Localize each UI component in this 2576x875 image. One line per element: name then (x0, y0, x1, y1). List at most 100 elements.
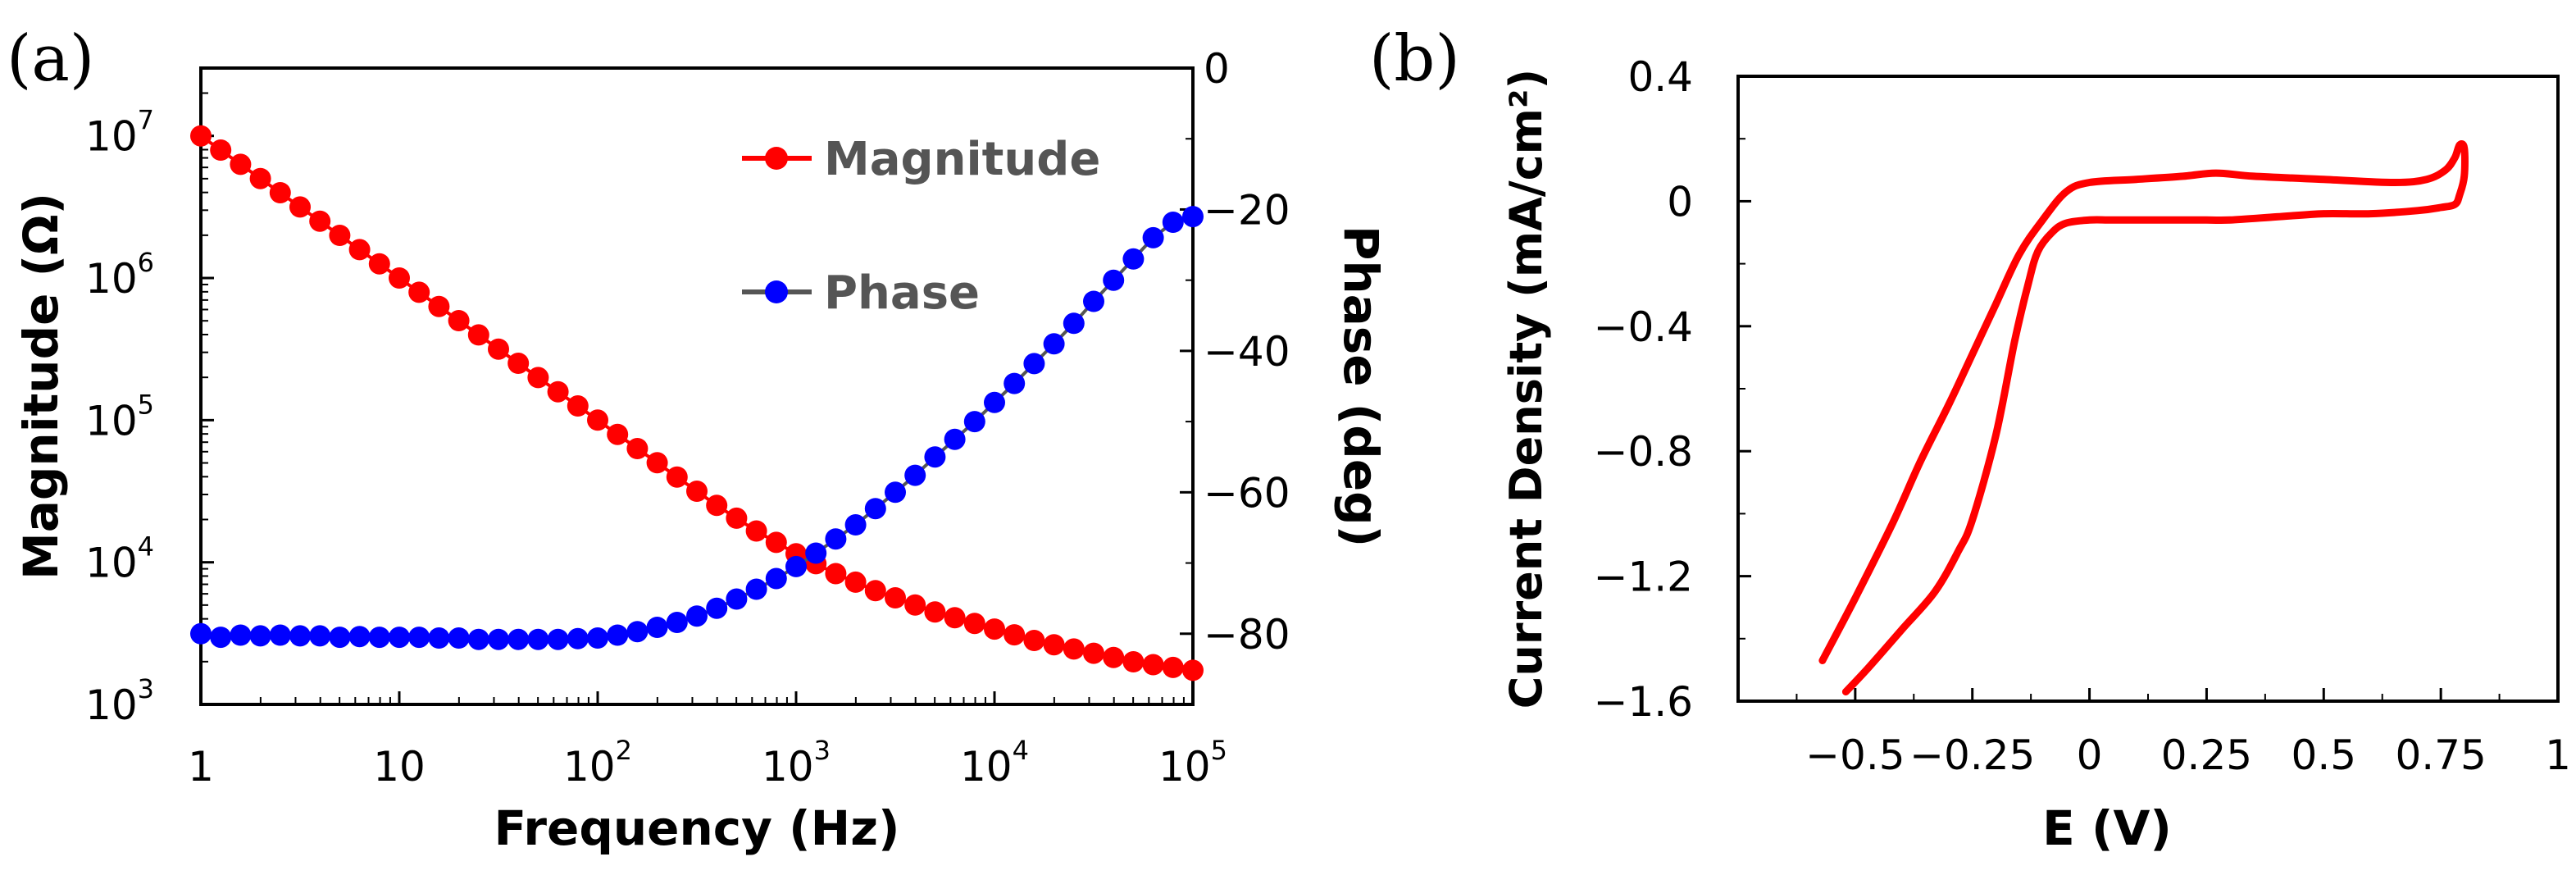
series-phase-point (1083, 290, 1104, 312)
series-magnitude-point (1004, 624, 1026, 646)
panel-a-y2-tick-label: −60 (1204, 469, 1290, 517)
series-magnitude-point (765, 531, 787, 554)
series-magnitude-point (963, 613, 985, 635)
series-phase-point (249, 625, 271, 647)
series-phase-point (448, 627, 470, 649)
series-magnitude-point (646, 452, 668, 474)
legend-magnitude-marker (765, 147, 788, 170)
series-phase-point (745, 578, 767, 600)
series-phase-point (686, 605, 708, 627)
legend-magnitude-label: Magnitude (824, 133, 1100, 186)
panel-b-y-tick-label: −0.8 (1594, 428, 1693, 476)
series-magnitude-point (368, 253, 390, 275)
panel-b-y-tick-label: −0.4 (1594, 303, 1693, 351)
series-magnitude-point (1122, 651, 1145, 672)
panel-b-y-tick-label: 0.4 (1627, 53, 1693, 101)
panel-b-ticks: −0.5 −0.25 0 0.25 0.5 0.75 1 0.4 0 −0.4 −0.8 −1.2 −1… (1594, 53, 2571, 779)
panel-a-y-tick-label: 103 (85, 673, 154, 729)
panel-a-x-tick-label: 102 (563, 735, 632, 791)
series-phase-point (368, 627, 390, 649)
panel-a-x-tick-label: 103 (762, 735, 831, 791)
series-phase-point (805, 542, 827, 564)
series-phase-point (646, 617, 668, 638)
series-magnitude-point (1023, 630, 1045, 651)
panel-a-ticks: 1 10 102 103 104 105 103 104 105 106 107 0 −20 −40 −60… (85, 45, 1290, 791)
series-phase-point (626, 621, 649, 643)
series-magnitude-point (1142, 654, 1164, 676)
series-magnitude-point (904, 594, 926, 616)
series-magnitude-point (309, 210, 331, 232)
panel-a-x-axis-label: Frequency (Hz) (494, 800, 900, 856)
panel-b-x-tick-label: 0.75 (2395, 731, 2486, 779)
series-phase-point (210, 627, 232, 649)
series-magnitude-point (745, 520, 767, 542)
series-phase-point (726, 588, 748, 610)
series-magnitude-point (488, 338, 509, 360)
series-magnitude-point (726, 507, 748, 529)
panel-a-y2-tick-label: −20 (1204, 186, 1290, 234)
series-magnitude-point (567, 395, 589, 417)
series-phase-point (607, 624, 629, 646)
series-magnitude-point (527, 367, 549, 389)
panel-a-y-tick-label: 104 (85, 531, 154, 587)
series-magnitude-point (507, 353, 530, 374)
panel-a-y-tick-label: 105 (85, 389, 154, 444)
series-phase-point (567, 627, 589, 649)
series-phase-point (944, 428, 966, 450)
series-phase-point (864, 498, 886, 520)
series-magnitude-point (348, 239, 371, 261)
series-phase-point (844, 514, 867, 535)
series-magnitude-point (249, 167, 271, 189)
panel-a-plot-frame (199, 66, 1195, 706)
series-phase-point (1162, 212, 1184, 233)
series-phase-point (1103, 269, 1125, 291)
series-phase-point (924, 446, 946, 468)
panel-a-label: (a) (7, 22, 94, 96)
series-magnitude-point (825, 563, 847, 585)
series-magnitude-point (289, 196, 311, 218)
panel-a-y-tick-label: 106 (85, 247, 154, 303)
series-magnitude-point (924, 601, 946, 623)
panel-b-x-tick-label: 0.5 (2292, 731, 2357, 779)
series-magnitude-line (199, 134, 1194, 672)
series-magnitude-point (408, 281, 430, 303)
series-phase-point (1063, 312, 1085, 335)
legend-phase-label: Phase (824, 267, 980, 320)
panel-a-y2-tick-label: 0 (1204, 45, 1230, 93)
series-magnitude-point (984, 618, 1005, 640)
series-magnitude-point (467, 324, 489, 346)
panel-b-series (1818, 140, 2469, 696)
panel-b-x-tick-label: −0.5 (1805, 731, 1905, 779)
series-phase-point (984, 391, 1005, 413)
series-magnitude-point (587, 409, 608, 431)
series-magnitude-point (190, 125, 212, 147)
series-phase-point (1004, 372, 1026, 394)
series-phase-point (389, 627, 410, 649)
series-magnitude-point (428, 295, 450, 317)
panel-b-x-tick-label: −0.25 (1909, 731, 2035, 779)
panel-b-label: (b) (1369, 22, 1460, 96)
series-phase-point (1142, 226, 1164, 248)
panel-a-series (190, 125, 1204, 681)
panel-a-x-tick-label: 1 (188, 743, 214, 791)
series-phase-point (765, 567, 787, 590)
series-phase-point (190, 622, 212, 645)
panel-b-plot-frame (1736, 75, 2560, 703)
panel-a-y-tick-label: 107 (85, 105, 154, 161)
series-magnitude-point (1182, 659, 1204, 681)
panel-a-x-tick-label: 104 (960, 735, 1029, 791)
series-phase-point (488, 628, 509, 650)
series-magnitude-point (944, 607, 966, 629)
series-magnitude-point (1063, 638, 1085, 660)
series-magnitude-point (607, 423, 629, 445)
series-magnitude-point (1162, 656, 1184, 678)
series-phase-point (1023, 353, 1045, 375)
panel-a-x-tick-label: 10 (373, 743, 426, 791)
panel-a-legend: Magnitude Phase (742, 133, 1100, 320)
series-phase-point (825, 528, 847, 550)
series-magnitude-point (448, 310, 470, 331)
series-phase-point (230, 624, 252, 646)
series-phase-point (309, 625, 331, 647)
series-phase-point (1043, 333, 1065, 355)
